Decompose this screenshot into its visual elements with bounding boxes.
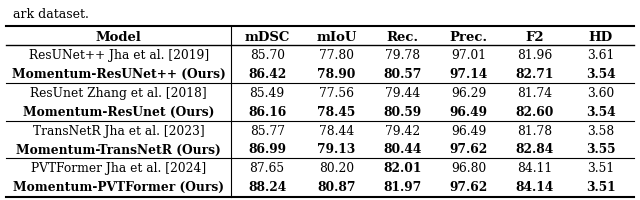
- Text: mDSC: mDSC: [244, 30, 290, 43]
- Text: 77.80: 77.80: [319, 49, 354, 62]
- Text: F2: F2: [525, 30, 544, 43]
- Text: HD: HD: [589, 30, 612, 43]
- Text: 82.84: 82.84: [515, 143, 554, 156]
- Text: 82.01: 82.01: [383, 161, 422, 174]
- Text: 78.44: 78.44: [319, 124, 354, 137]
- Text: 97.14: 97.14: [449, 68, 488, 81]
- Text: 87.65: 87.65: [250, 161, 285, 174]
- Text: ark dataset.: ark dataset.: [13, 8, 88, 21]
- Text: 97.62: 97.62: [449, 180, 488, 193]
- Text: 3.55: 3.55: [586, 143, 615, 156]
- Text: Model: Model: [96, 30, 141, 43]
- Text: 85.77: 85.77: [250, 124, 285, 137]
- Text: Rec.: Rec.: [387, 30, 419, 43]
- Text: Momentum-ResUNet++ (Ours): Momentum-ResUNet++ (Ours): [12, 68, 225, 81]
- Text: 85.49: 85.49: [250, 87, 285, 99]
- Text: ResUnet Zhang et al. [2018]: ResUnet Zhang et al. [2018]: [30, 87, 207, 99]
- Text: 85.70: 85.70: [250, 49, 285, 62]
- Text: 96.80: 96.80: [451, 161, 486, 174]
- Text: 3.54: 3.54: [586, 68, 616, 81]
- Text: Momentum-TransNetR (Ours): Momentum-TransNetR (Ours): [16, 143, 221, 156]
- Text: 3.51: 3.51: [587, 161, 614, 174]
- Text: 77.56: 77.56: [319, 87, 354, 99]
- Text: 3.58: 3.58: [587, 124, 614, 137]
- Text: Momentum-ResUnet (Ours): Momentum-ResUnet (Ours): [23, 105, 214, 118]
- Text: 80.87: 80.87: [317, 180, 356, 193]
- Text: 96.49: 96.49: [451, 124, 486, 137]
- Text: 84.11: 84.11: [517, 161, 552, 174]
- Text: Momentum-PVTFormer (Ours): Momentum-PVTFormer (Ours): [13, 180, 224, 193]
- Text: 82.71: 82.71: [515, 68, 554, 81]
- Text: 80.20: 80.20: [319, 161, 354, 174]
- Text: 79.78: 79.78: [385, 49, 420, 62]
- Text: 86.99: 86.99: [248, 143, 286, 156]
- Text: 97.62: 97.62: [449, 143, 488, 156]
- Text: 88.24: 88.24: [248, 180, 286, 193]
- Text: TransNetR Jha et al. [2023]: TransNetR Jha et al. [2023]: [33, 124, 204, 137]
- Text: 81.78: 81.78: [517, 124, 552, 137]
- Text: 79.13: 79.13: [317, 143, 356, 156]
- Text: 80.44: 80.44: [383, 143, 422, 156]
- Text: PVTFormer Jha et al. [2024]: PVTFormer Jha et al. [2024]: [31, 161, 206, 174]
- Text: ResUNet++ Jha et al. [2019]: ResUNet++ Jha et al. [2019]: [29, 49, 209, 62]
- Text: mIoU: mIoU: [316, 30, 356, 43]
- Text: 97.01: 97.01: [451, 49, 486, 62]
- Text: Prec.: Prec.: [449, 30, 488, 43]
- Text: 80.59: 80.59: [383, 105, 422, 118]
- Text: 81.96: 81.96: [517, 49, 552, 62]
- Text: 3.61: 3.61: [587, 49, 614, 62]
- Text: 82.60: 82.60: [515, 105, 554, 118]
- Text: 78.45: 78.45: [317, 105, 356, 118]
- Text: 78.90: 78.90: [317, 68, 356, 81]
- Text: 86.16: 86.16: [248, 105, 286, 118]
- Text: 79.44: 79.44: [385, 87, 420, 99]
- Text: 3.54: 3.54: [586, 105, 616, 118]
- Text: 86.42: 86.42: [248, 68, 286, 81]
- Text: 80.57: 80.57: [383, 68, 422, 81]
- Text: 79.42: 79.42: [385, 124, 420, 137]
- Text: 3.51: 3.51: [586, 180, 616, 193]
- Text: 3.60: 3.60: [587, 87, 614, 99]
- Text: 84.14: 84.14: [515, 180, 554, 193]
- Text: 81.74: 81.74: [517, 87, 552, 99]
- Text: 96.29: 96.29: [451, 87, 486, 99]
- Text: 96.49: 96.49: [449, 105, 488, 118]
- Text: 81.97: 81.97: [383, 180, 422, 193]
